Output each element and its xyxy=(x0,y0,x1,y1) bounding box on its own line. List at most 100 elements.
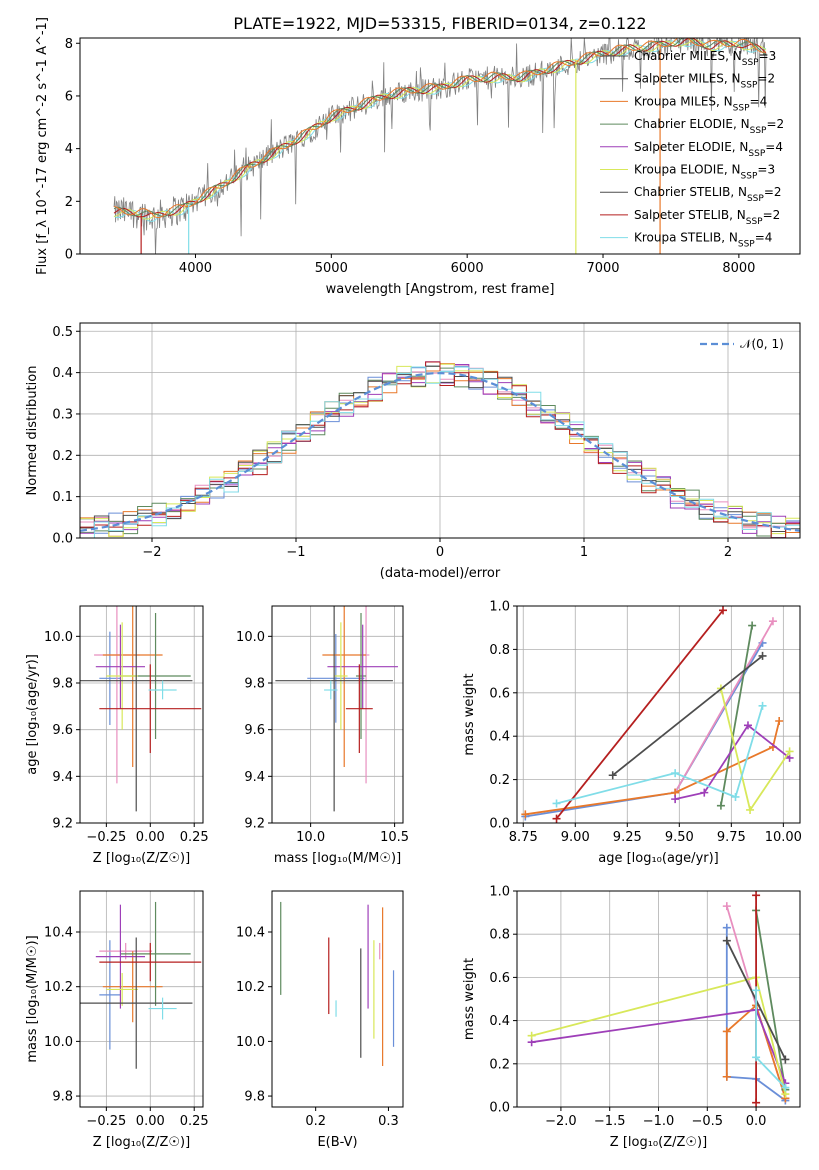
marker-kroupa_stelib xyxy=(731,792,740,801)
series-salpeter_elodie xyxy=(674,724,791,800)
marker-kroupa_stelib xyxy=(671,769,680,778)
y-tick-label: 9.8 xyxy=(244,677,265,692)
series-kroupa_miles xyxy=(725,1003,787,1099)
marker-kroupa_stelib xyxy=(781,1083,790,1092)
marker-salpeter_elodie xyxy=(743,721,752,730)
x-tick-label: 9.00 xyxy=(561,830,590,845)
y-tick-label: 10.4 xyxy=(44,926,73,941)
y-tick-label: 2 xyxy=(65,195,73,210)
marker-salpeter_miles xyxy=(768,617,777,626)
y-tick-label: 9.2 xyxy=(244,817,265,832)
marker-kroupa_stelib xyxy=(552,799,561,808)
legend-entry: Salpeter ELODIE, NSSP=4 xyxy=(634,140,783,159)
x-axis-label: (data-model)/error xyxy=(380,566,501,581)
series-chabrier_stelib xyxy=(612,655,764,777)
x-tick-label: −0.25 xyxy=(86,1114,126,1129)
x-tick-label: 9.50 xyxy=(665,830,694,845)
x-tick-label: 0.25 xyxy=(180,1114,209,1129)
x-tick-label: −0.25 xyxy=(86,830,126,845)
legend-entry: Kroupa ELODIE, NSSP=3 xyxy=(634,163,775,182)
panel-mass_vs_Z: −0.25 0.00 0.25 9.8 10.0 10.2 10.4 Z [log₁₀(Z/Z… xyxy=(25,890,209,1150)
y-axis-label: age [log₁₀(age/yr)] xyxy=(25,654,40,775)
x-tick-label: −2.0 xyxy=(545,1114,577,1129)
y-tick-label: 0.6 xyxy=(489,686,510,701)
marker-kroupa_elodie xyxy=(785,747,794,756)
marker-salpeter_stelib xyxy=(552,814,561,823)
y-tick-label: 0.0 xyxy=(489,817,510,832)
legend-entry: Chabrier MILES, NSSP=3 xyxy=(634,49,776,68)
legend-entry: 𝒩(0, 1) xyxy=(740,337,784,351)
panel-residuals: −2 −1 0 1 2 0.0 0.1 0.2 0.3 0.4 0.5 (data-model)/er… xyxy=(25,322,801,581)
marker-kroupa_stelib xyxy=(752,1053,761,1062)
x-axis-label: wavelength [Angstrom, rest frame] xyxy=(326,282,555,297)
marker-salpeter_stelib xyxy=(752,1098,761,1107)
plot-area xyxy=(80,901,202,1069)
axes-frame xyxy=(271,605,404,824)
y-tick-label: 9.4 xyxy=(52,770,73,785)
marker-chabrier_stelib xyxy=(722,936,731,945)
y-tick-label: 8 xyxy=(65,37,73,52)
x-tick-label: −0.5 xyxy=(692,1114,724,1129)
legend-entry: Salpeter STELIB, NSSP=2 xyxy=(634,208,780,227)
axes-frame xyxy=(79,605,204,824)
y-tick-label: 9.4 xyxy=(244,770,265,785)
y-tick-label: 10.0 xyxy=(44,1035,73,1050)
y-axis-label: mass weight xyxy=(462,958,477,1040)
x-axis-label: Z [log₁₀(Z/Z☉)] xyxy=(93,1135,190,1150)
x-tick-label: 0.0 xyxy=(746,1114,767,1129)
legend: Chabrier MILES, NSSP=3 Salpeter MILES, NS… xyxy=(600,49,784,250)
marker-salpeter_elodie xyxy=(671,795,680,804)
marker-kroupa_miles xyxy=(722,1027,731,1036)
y-tick-label: 0.2 xyxy=(489,1057,510,1072)
y-tick-label: 10.0 xyxy=(44,630,73,645)
marker-kroupa_elodie xyxy=(527,1031,536,1040)
x-tick-label: 1 xyxy=(580,545,588,560)
model-line-kroupa_miles xyxy=(113,38,767,219)
x-axis-label: E(B-V) xyxy=(317,1135,357,1150)
series-chabrier_elodie xyxy=(720,625,753,806)
y-tick-label: 9.6 xyxy=(52,723,73,738)
y-tick-label: 10.2 xyxy=(236,980,265,995)
panel-weight_vs_age: 8.75 9.00 9.25 9.50 9.75 10.00 0.0 0.2 0.4 0.6 0.8… xyxy=(462,600,802,867)
marker-kroupa_miles xyxy=(775,717,784,726)
marker-kroupa_miles xyxy=(722,1072,731,1081)
marker-chabrier_stelib xyxy=(758,651,767,660)
y-tick-label: 1.0 xyxy=(489,885,510,900)
y-tick-label: 6 xyxy=(65,89,73,104)
marker-kroupa_stelib xyxy=(752,986,761,995)
x-tick-label: 10.00 xyxy=(765,830,802,845)
y-tick-label: 0.8 xyxy=(489,928,510,943)
y-tick-label: 0.4 xyxy=(489,730,510,745)
x-tick-label: 8000 xyxy=(722,261,755,276)
y-tick-label: 10.2 xyxy=(44,980,73,995)
y-tick-label: 0 xyxy=(65,248,73,263)
x-tick-label: 5000 xyxy=(315,261,348,276)
series-salpeter_stelib xyxy=(555,609,724,820)
marker-chabrier_stelib xyxy=(608,771,617,780)
panel-spectrum: 4000 5000 6000 7000 8000 0 2 4 6 8 wavelength [Ang… xyxy=(35,17,801,297)
legend-entry: Chabrier STELIB, NSSP=2 xyxy=(634,185,782,204)
histogram-salpeter_stelib xyxy=(80,361,800,538)
y-tick-label: 0.0 xyxy=(489,1101,510,1116)
figure-title: PLATE=1922, MJD=53315, FIBERID=0134, z=0… xyxy=(233,14,646,33)
axes-frame xyxy=(79,322,801,539)
x-axis-label: age [log₁₀(age/yr)] xyxy=(598,851,719,866)
x-tick-label: 6000 xyxy=(451,261,484,276)
x-axis-label: Z [log₁₀(Z/Z☉)] xyxy=(610,1135,707,1150)
y-tick-label: 10.0 xyxy=(236,1035,265,1050)
marker-chabrier_miles xyxy=(722,923,731,932)
normal-curve xyxy=(80,371,800,532)
y-tick-label: 0.1 xyxy=(52,490,73,505)
marker-kroupa_miles xyxy=(521,810,530,819)
marker-salpeter_stelib xyxy=(752,891,761,900)
y-tick-label: 10.4 xyxy=(236,926,265,941)
marker-chabrier_elodie xyxy=(748,621,757,630)
y-tick-label: 9.8 xyxy=(244,1090,265,1105)
y-axis-label: Normed distribution xyxy=(25,366,40,496)
x-tick-label: 0 xyxy=(436,545,444,560)
series-chabrier_miles xyxy=(525,642,764,818)
y-tick-label: 0.2 xyxy=(489,773,510,788)
plot-area xyxy=(80,606,202,812)
series-kroupa_stelib xyxy=(556,705,764,805)
